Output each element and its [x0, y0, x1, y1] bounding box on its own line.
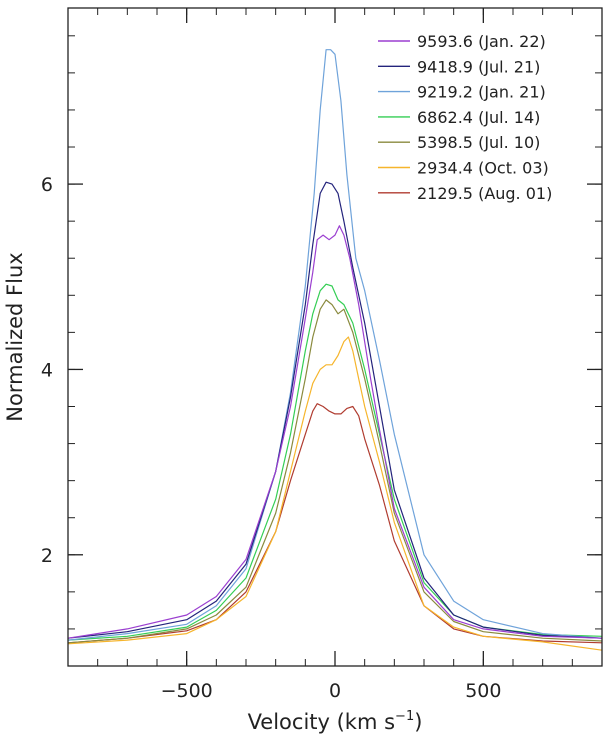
legend-label-2: 9219.2 (Jan. 21) [417, 83, 546, 102]
series-line-6 [67, 403, 603, 644]
y-axis-title: Normalized Flux [3, 252, 27, 421]
series-layer [67, 49, 603, 651]
legend-label-3: 6862.4 (Jul. 14) [417, 108, 540, 127]
legend-label-4: 5398.5 (Jul. 10) [417, 133, 540, 152]
series-line-0 [67, 225, 603, 639]
series-line-3 [67, 283, 603, 641]
major-ticks [68, 8, 602, 666]
legend-label-1: 9418.9 (Jul. 21) [417, 57, 540, 76]
series-line-2 [67, 49, 603, 641]
plot-frame [67, 7, 603, 667]
series-line-1 [67, 181, 603, 639]
x-tick-label: −500 [161, 680, 213, 702]
legend-label-0: 9593.6 (Jan. 22) [417, 32, 546, 51]
x-tick-label: 0 [329, 680, 341, 702]
series-line-5 [67, 336, 603, 651]
minor-ticks [67, 8, 603, 667]
legend-label-5: 2934.4 (Oct. 03) [417, 159, 549, 178]
series-line-4 [67, 299, 603, 644]
x-axis-title: Velocity (km s−1) [248, 709, 423, 734]
legend-label-6: 2129.5 (Aug. 01) [417, 184, 552, 203]
tick-labels: −500 0 500 2 4 6 [41, 174, 502, 702]
y-tick-label: 6 [41, 174, 53, 196]
legend: 9593.6 (Jan. 22) 9418.9 (Jul. 21) 9219.2 (… [378, 32, 552, 203]
y-tick-label: 2 [41, 545, 53, 567]
y-tick-label: 4 [41, 359, 53, 381]
x-tick-label: 500 [465, 680, 501, 702]
